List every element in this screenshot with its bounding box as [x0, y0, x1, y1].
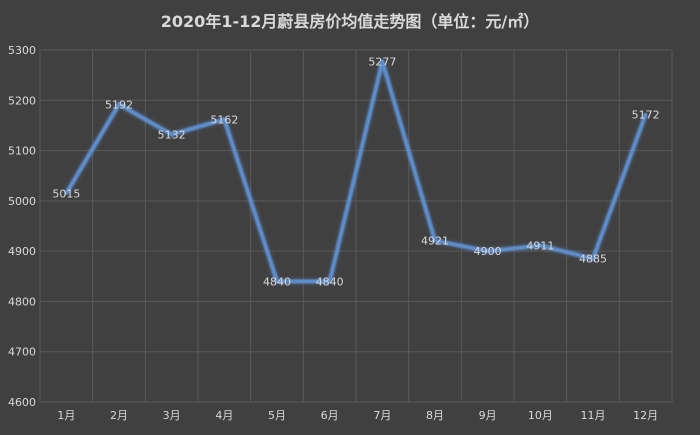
x-tick-label: 5月	[268, 409, 286, 422]
data-label: 5192	[105, 98, 133, 111]
chart-title: 2020年1-12月蔚县房价均值走势图（单位：元/㎡）	[161, 12, 539, 31]
data-label: 4911	[526, 240, 554, 253]
x-tick-label: 12月	[633, 409, 658, 422]
y-tick-label: 5300	[8, 44, 36, 57]
data-point	[222, 117, 226, 121]
y-tick-label: 5200	[8, 94, 36, 107]
data-point	[64, 191, 68, 195]
data-label: 5277	[368, 56, 396, 69]
series-line	[65, 60, 647, 283]
y-axis: 4600 4700 4800 4900 5000 5100 5200 5300	[8, 44, 36, 409]
x-tick-label: 2月	[110, 409, 128, 422]
x-tick-label: 6月	[321, 409, 339, 422]
y-tick-label: 4600	[8, 396, 36, 409]
data-label: 5132	[158, 128, 186, 141]
x-tick-label: 8月	[426, 409, 444, 422]
data-point	[117, 102, 121, 106]
x-axis: 1月 2月 3月 4月 5月 6月 7月 8月 9月 10月 11月 12月	[57, 409, 658, 422]
data-label: 4885	[579, 253, 607, 266]
y-tick-label: 4700	[8, 346, 36, 359]
data-point	[170, 132, 174, 136]
x-tick-label: 9月	[479, 409, 497, 422]
y-tick-label: 5100	[8, 145, 36, 158]
gridlines	[39, 49, 673, 403]
data-point	[644, 112, 648, 116]
data-label: 5162	[210, 113, 238, 126]
data-label: 5015	[52, 187, 80, 200]
data-point	[328, 279, 332, 283]
data-point	[380, 60, 384, 64]
x-tick-label: 3月	[163, 409, 181, 422]
data-point	[275, 279, 279, 283]
data-point	[433, 239, 437, 243]
data-point	[486, 249, 490, 253]
series-layer	[64, 59, 649, 284]
x-tick-label: 10月	[528, 409, 553, 422]
y-tick-label: 4800	[8, 295, 36, 308]
data-label: 4900	[474, 245, 502, 258]
y-tick-label: 5000	[8, 195, 36, 208]
y-tick-label: 4900	[8, 245, 36, 258]
x-tick-label: 11月	[581, 409, 606, 422]
data-labels: 5015 5192 5132 5162 4840 4840 5277 4921 4900 4911…	[52, 56, 659, 289]
data-point	[591, 257, 595, 261]
x-tick-label: 1月	[57, 409, 75, 422]
data-label: 4921	[421, 235, 449, 248]
data-label: 4840	[316, 275, 344, 288]
data-point	[538, 244, 542, 248]
data-label: 5172	[632, 108, 660, 121]
x-tick-label: 4月	[215, 409, 233, 422]
x-tick-label: 7月	[373, 409, 391, 422]
data-label: 4840	[263, 275, 291, 288]
